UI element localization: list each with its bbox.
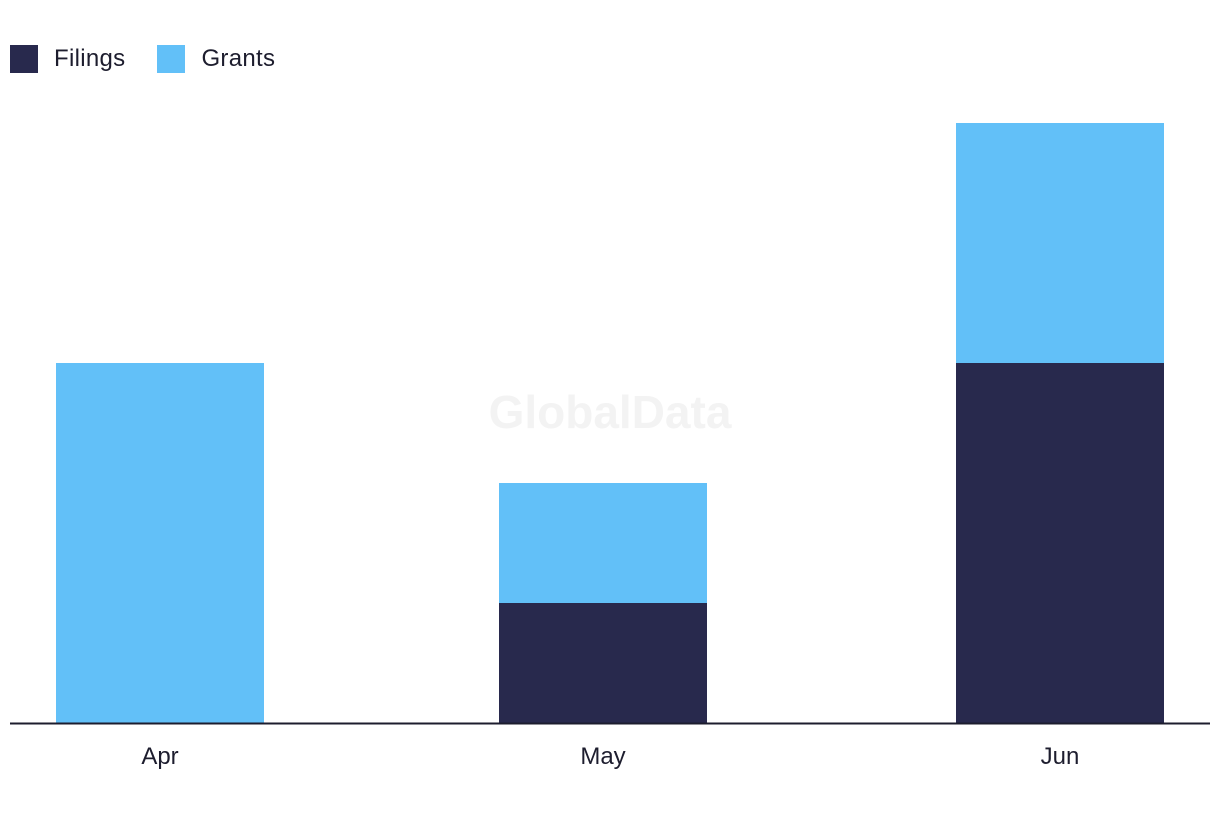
x-tick-labels: Apr May Jun: [141, 743, 1079, 770]
chart-legend: Filings Grants: [10, 44, 307, 74]
bar-grants-jun[interactable]: [956, 123, 1164, 363]
legend-item-filings[interactable]: Filings: [10, 45, 125, 73]
legend-label-filings: Filings: [54, 45, 126, 72]
x-tick-label-may: May: [580, 743, 625, 770]
legend-item-grants[interactable]: Grants: [157, 45, 275, 73]
legend-label-grants: Grants: [201, 45, 276, 72]
legend-swatch-filings: [10, 45, 38, 73]
bar-filings-jun[interactable]: [956, 363, 1164, 723]
bar-filings-may[interactable]: [499, 603, 707, 723]
x-tick-label-apr: Apr: [141, 743, 178, 770]
x-tick-label-jun: Jun: [1041, 743, 1080, 770]
legend-swatch-grants: [157, 45, 186, 73]
bar-grants-may[interactable]: [499, 483, 707, 603]
bars-group: [56, 123, 1164, 723]
bar-grants-apr[interactable]: [56, 363, 264, 723]
watermark-text: GlobalData: [489, 386, 732, 438]
